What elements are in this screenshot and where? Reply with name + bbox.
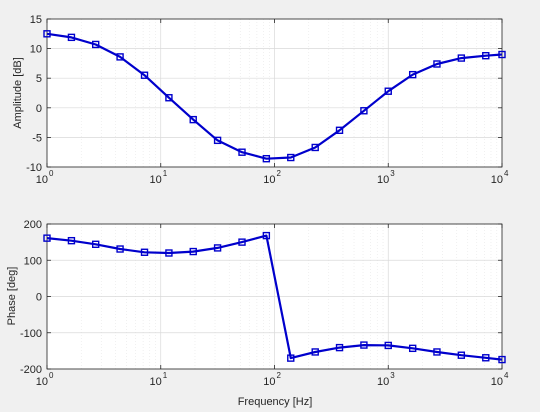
amplitude-x-tick-label-base: 10: [377, 174, 389, 186]
phase-y-tick-label: -100: [20, 328, 42, 340]
phase-data-point: [43, 234, 51, 242]
amplitude-data-point: [384, 87, 392, 95]
phase-data-point: [498, 355, 506, 364]
amplitude-data-point: [92, 40, 100, 49]
amplitude-data-point: [311, 143, 319, 152]
amplitude-x-tick-label: 100: [36, 169, 54, 186]
amplitude-data-point: [116, 53, 124, 61]
phase-data-point: [457, 351, 466, 359]
phase-x-tick-label-exponent: 4: [504, 371, 509, 380]
amplitude-data-point: [43, 30, 51, 38]
amplitude-x-tick-label: 103: [377, 169, 395, 186]
phase-data-point: [189, 247, 197, 256]
amplitude-x-tick-label-exponent: 4: [504, 169, 509, 178]
amplitude-x-tick-label-base: 10: [491, 174, 503, 186]
amplitude-y-tick-label: -5: [32, 132, 42, 144]
phase-y-tick-label: 0: [36, 292, 42, 304]
amplitude-data-point: [482, 52, 490, 60]
phase-data-point: [140, 248, 149, 256]
phase-x-tick-label: 100: [36, 371, 54, 388]
phase-x-tick-label-base: 10: [150, 376, 162, 388]
phase-series-line: [46, 234, 503, 361]
phase-x-tick-label-exponent: 0: [49, 371, 54, 380]
amplitude-minor-grid: [80, 19, 498, 167]
amplitude-data-point: [457, 54, 466, 62]
phase-data-point: [165, 249, 173, 257]
amplitude-data-point: [408, 70, 417, 79]
amplitude-x-tick-label-exponent: 1: [163, 169, 168, 178]
amplitude-data-point: [335, 126, 344, 134]
amplitude-y-tick-label: 5: [36, 73, 42, 85]
phase-data-point: [92, 240, 100, 249]
amplitude-x-tick-label: 104: [491, 169, 509, 186]
amplitude-x-tick-label-exponent: 0: [49, 169, 54, 178]
phase-x-tick-label-base: 10: [377, 376, 389, 388]
amplitude-data-point: [360, 107, 368, 115]
phase-y-tick-label: 200: [24, 219, 42, 231]
phase-x-axis-label: Frequency [Hz]: [238, 396, 313, 408]
phase-data-point: [311, 348, 319, 356]
phase-data-point: [433, 348, 441, 356]
amplitude-x-tick-label-exponent: 2: [277, 169, 282, 178]
phase-x-tick-label-base: 10: [263, 376, 275, 388]
amplitude-y-tick-label: -10: [26, 162, 42, 174]
amplitude-data-point: [189, 115, 197, 124]
amplitude-series-line: [46, 32, 503, 160]
phase-data-point: [238, 238, 246, 246]
phase-x-tick-label-exponent: 2: [277, 371, 282, 380]
amplitude-y-tick-label: 0: [36, 103, 42, 115]
phase-data-point: [116, 245, 124, 253]
phase-y-tick-labels: -200 -100 0 100 200: [20, 219, 42, 376]
amplitude-data-point: [67, 33, 76, 42]
phase-x-tick-label-base: 10: [36, 376, 48, 388]
phase-data-point: [287, 354, 295, 362]
amplitude-data-point: [433, 60, 441, 68]
amplitude-data-point: [287, 153, 295, 162]
amplitude-x-tick-label: 101: [150, 169, 168, 186]
phase-x-tick-label: 103: [377, 371, 395, 388]
amplitude-tick-marks: [46, 18, 503, 168]
phase-tick-marks: [46, 223, 503, 370]
phase-x-tick-label-base: 10: [491, 376, 503, 388]
amplitude-y-tick-labels: -10 -5 0 5 10 15: [26, 14, 42, 174]
amplitude-data-point: [140, 71, 149, 79]
amplitude-data-point: [238, 148, 246, 156]
phase-x-tick-label: 101: [150, 371, 168, 388]
amplitude-x-tick-label: 102: [263, 169, 281, 186]
phase-data-point: [213, 244, 222, 252]
amplitude-y-axis-label: Amplitude [dB]: [12, 57, 24, 129]
phase-data-point: [262, 231, 271, 240]
amplitude-x-tick-label-base: 10: [36, 174, 48, 186]
phase-data-point: [408, 344, 417, 353]
amplitude-data-point: [213, 136, 222, 145]
phase-x-tick-label-exponent: 1: [163, 371, 168, 380]
amplitude-y-tick-label: 10: [30, 44, 42, 56]
amplitude-data-point: [165, 94, 173, 102]
amplitude-data-point: [498, 50, 506, 59]
phase-y-axis-label: Phase [deg]: [6, 267, 18, 326]
amplitude-x-tick-label-base: 10: [263, 174, 275, 186]
phase-data-point: [67, 236, 76, 245]
phase-data-point: [360, 341, 368, 349]
amplitude-x-tick-label-base: 10: [150, 174, 162, 186]
phase-data-point: [384, 341, 392, 350]
phase-x-tick-label-exponent: 3: [390, 371, 395, 380]
phase-y-tick-label: 100: [24, 255, 42, 267]
amplitude-series: [43, 30, 506, 163]
phase-x-tick-label: 102: [263, 371, 281, 388]
amplitude-x-tick-label-exponent: 3: [390, 169, 395, 178]
phase-series: [43, 231, 506, 364]
phase-y-tick-label: -200: [20, 364, 42, 376]
phase-data-point: [335, 343, 344, 352]
amplitude-data-point: [262, 155, 271, 163]
amplitude-y-tick-label: 15: [30, 14, 42, 26]
phase-x-tick-label: 104: [491, 371, 509, 388]
phase-data-point: [482, 354, 490, 362]
